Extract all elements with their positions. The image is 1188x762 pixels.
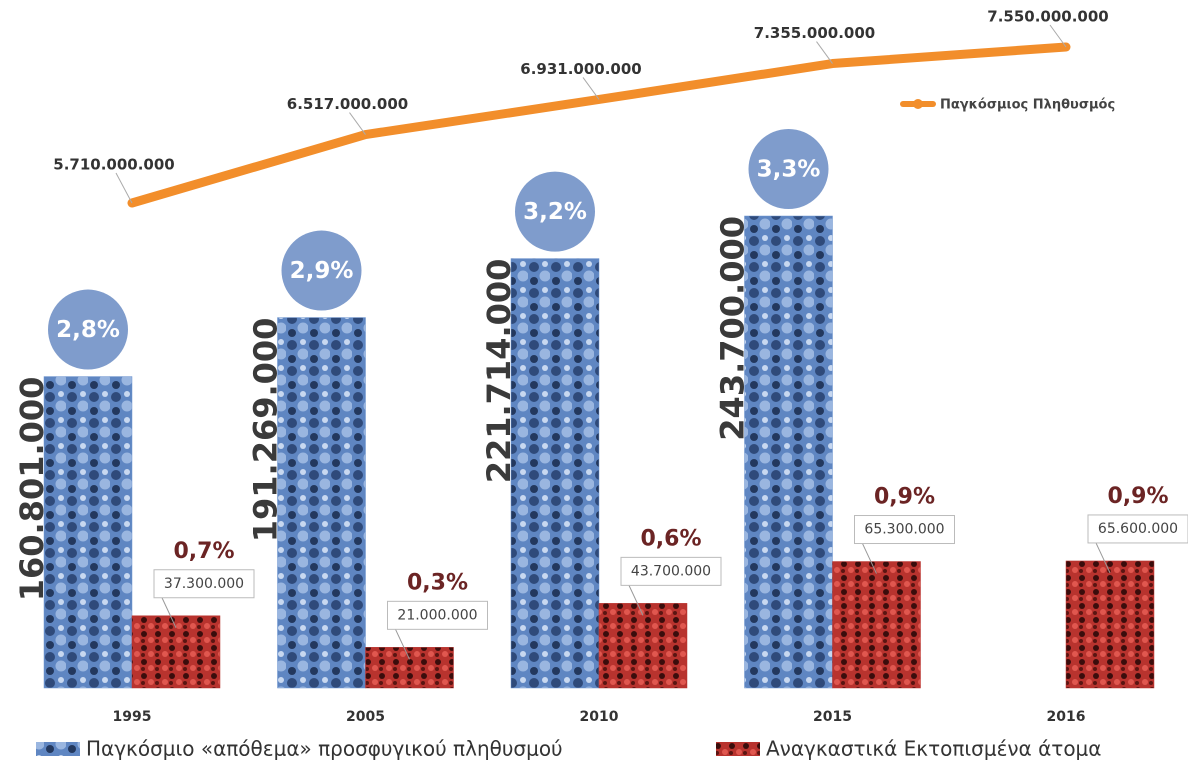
x-tick-label: 1995 [113,709,152,725]
leader-line [628,585,644,616]
leader-line [395,629,410,660]
bar [832,561,921,689]
percent-label: 0,9% [874,485,935,510]
bar [365,647,454,689]
leader-line [1049,24,1067,48]
legend-swatch [913,99,923,109]
percent-badge [515,171,595,252]
leader-line [161,597,177,628]
leader-line [349,112,366,135]
percent-label: 2,8% [56,317,120,343]
percent-label: 2,9% [290,258,354,284]
legend-label: Παγκόσμιος Πληθυσμός [940,98,1115,113]
bar [131,615,221,689]
bar [744,215,833,689]
percent-badge [748,129,829,209]
percent-label: 0,6% [640,526,701,551]
legend-label: Παγκόσμιο «απόθεμα» προσφυγικού πληθυσμο… [86,737,563,761]
leader-line [582,77,600,100]
percent-label: 3,3% [757,157,821,183]
label-box [1087,514,1188,544]
value-label: 21.000.000 [397,607,477,623]
bar [510,258,600,689]
value-label: 6.517.000.000 [287,95,408,113]
x-tick-label: 2016 [1047,709,1086,725]
x-tick-label: 2010 [580,709,619,725]
leader-line [862,543,877,574]
percent-label: 0,7% [173,539,234,564]
leader-line [115,172,133,204]
bar [1065,560,1155,689]
value-label: 6.931.000.000 [520,60,641,78]
x-tick-label: 2005 [346,709,385,725]
leader-line [1095,542,1111,574]
legend-swatch [716,742,760,756]
value-label: 65.300.000 [864,522,944,538]
label-box [620,556,722,586]
label-box [387,600,488,630]
legend-label: Αναγκαστικά Εκτοπισμένα άτομα [766,737,1101,761]
value-label: 7.355.000.000 [754,24,875,42]
value-label: 5.710.000.000 [53,156,174,174]
percent-label: 0,9% [1107,484,1168,509]
label-box [153,569,255,599]
percent-label: 0,3% [407,570,468,595]
percent-badge [281,230,362,311]
value-label: 43.700.000 [631,563,711,579]
value-label: 65.600.000 [1098,521,1178,537]
label-box [854,515,955,545]
value-label: 37.300.000 [164,576,244,592]
bar [43,376,133,689]
value-label: 191.269.000 [247,318,285,543]
value-label: 243.700.000 [714,216,752,441]
value-label: 221.714.000 [480,259,518,484]
percent-label: 3,2% [523,199,587,225]
percent-badge [48,289,128,370]
value-label: 160.801.000 [13,377,51,602]
bar [598,603,688,689]
x-tick-label: 2015 [813,709,852,725]
value-label: 7.550.000.000 [987,8,1108,26]
leader-line [816,41,833,64]
bar [277,317,366,689]
legend-swatch [36,742,80,756]
